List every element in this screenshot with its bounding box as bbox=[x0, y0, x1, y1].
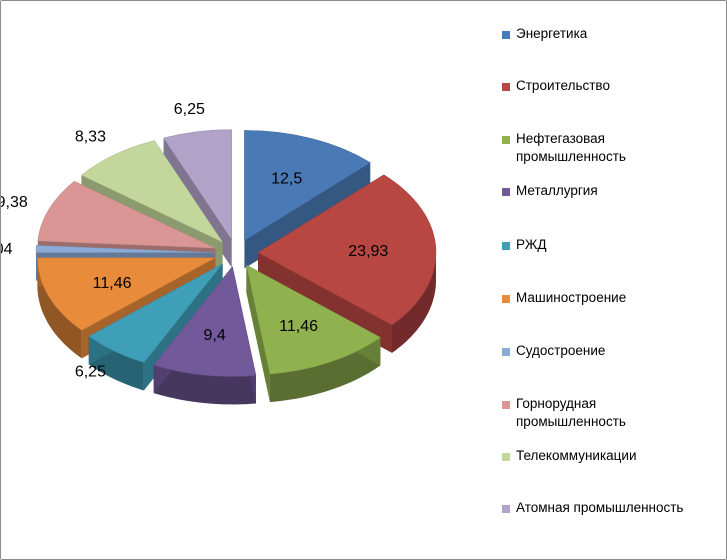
legend-label: Машиностроение bbox=[516, 290, 627, 305]
data-label-rzd: 6,25 bbox=[75, 363, 106, 380]
data-label-metallurgia: 9,4 bbox=[203, 327, 225, 344]
data-label-gornorudnaya: 9,38 bbox=[1, 194, 28, 211]
legend-label: Горнорудная промышленность bbox=[516, 396, 626, 429]
legend-swatch bbox=[502, 348, 510, 356]
pie-slice-side bbox=[392, 252, 436, 353]
chart-legend: Энергетика Строительство Нефтегазовая про… bbox=[499, 1, 725, 541]
legend-label: Нефтегазовая промышленность bbox=[516, 131, 626, 164]
pie-slice-top bbox=[246, 264, 381, 375]
pie-slice-top bbox=[244, 130, 371, 241]
data-label-sudostroenie: 1,04 bbox=[1, 241, 13, 258]
pie-chart: 12,5 23,93 11,46 9,4 6,25 11,46 1,04 9,38 8,33 6,… bbox=[1, 101, 437, 405]
pie-slice-neftegaz bbox=[246, 264, 381, 403]
legend-swatch bbox=[502, 242, 510, 250]
pie-slice-top bbox=[37, 180, 216, 249]
data-label-energetika: 12,5 bbox=[271, 170, 302, 187]
legend-swatch bbox=[502, 505, 510, 513]
legend-label: Атомная промышленность bbox=[516, 500, 684, 515]
legend-label: Металлургия bbox=[516, 183, 598, 198]
pie-slice-metallurgia bbox=[153, 265, 257, 405]
legend-swatch bbox=[502, 188, 510, 196]
legend-label: Телекоммуникации bbox=[516, 448, 637, 463]
pie-slice-side bbox=[153, 365, 256, 405]
pie-slice-face bbox=[246, 265, 270, 403]
pie-slice-top bbox=[35, 245, 215, 253]
data-label-atomnaya: 6,25 bbox=[174, 101, 205, 118]
data-label-mashinostroenie: 11,46 bbox=[93, 275, 132, 292]
legend-swatch bbox=[502, 401, 510, 409]
legend-label: Строительство bbox=[516, 78, 610, 93]
pie-slice-top bbox=[37, 257, 216, 331]
pie-slice-side bbox=[269, 337, 381, 403]
pie-slice-top bbox=[257, 174, 437, 326]
legend-label: Энергетика bbox=[516, 26, 588, 41]
legend-label: Судостроение bbox=[516, 343, 606, 358]
data-label-neftegaz: 11,46 bbox=[279, 318, 318, 335]
data-label-stroitelstvo: 23,93 bbox=[348, 243, 388, 260]
pie-slice-side bbox=[37, 257, 82, 359]
legend-swatch bbox=[502, 453, 510, 461]
legend-label: РЖД bbox=[516, 237, 547, 252]
legend-swatch bbox=[502, 295, 510, 303]
pie-slice-top bbox=[153, 265, 257, 377]
legend-swatch bbox=[502, 83, 510, 91]
legend-swatch bbox=[502, 136, 510, 144]
pie-slice-top bbox=[80, 140, 224, 243]
pie-slice-top bbox=[163, 129, 232, 241]
data-label-telecom: 8,33 bbox=[75, 129, 106, 146]
legend-swatch bbox=[502, 31, 510, 39]
pie-slice-top bbox=[88, 263, 223, 363]
